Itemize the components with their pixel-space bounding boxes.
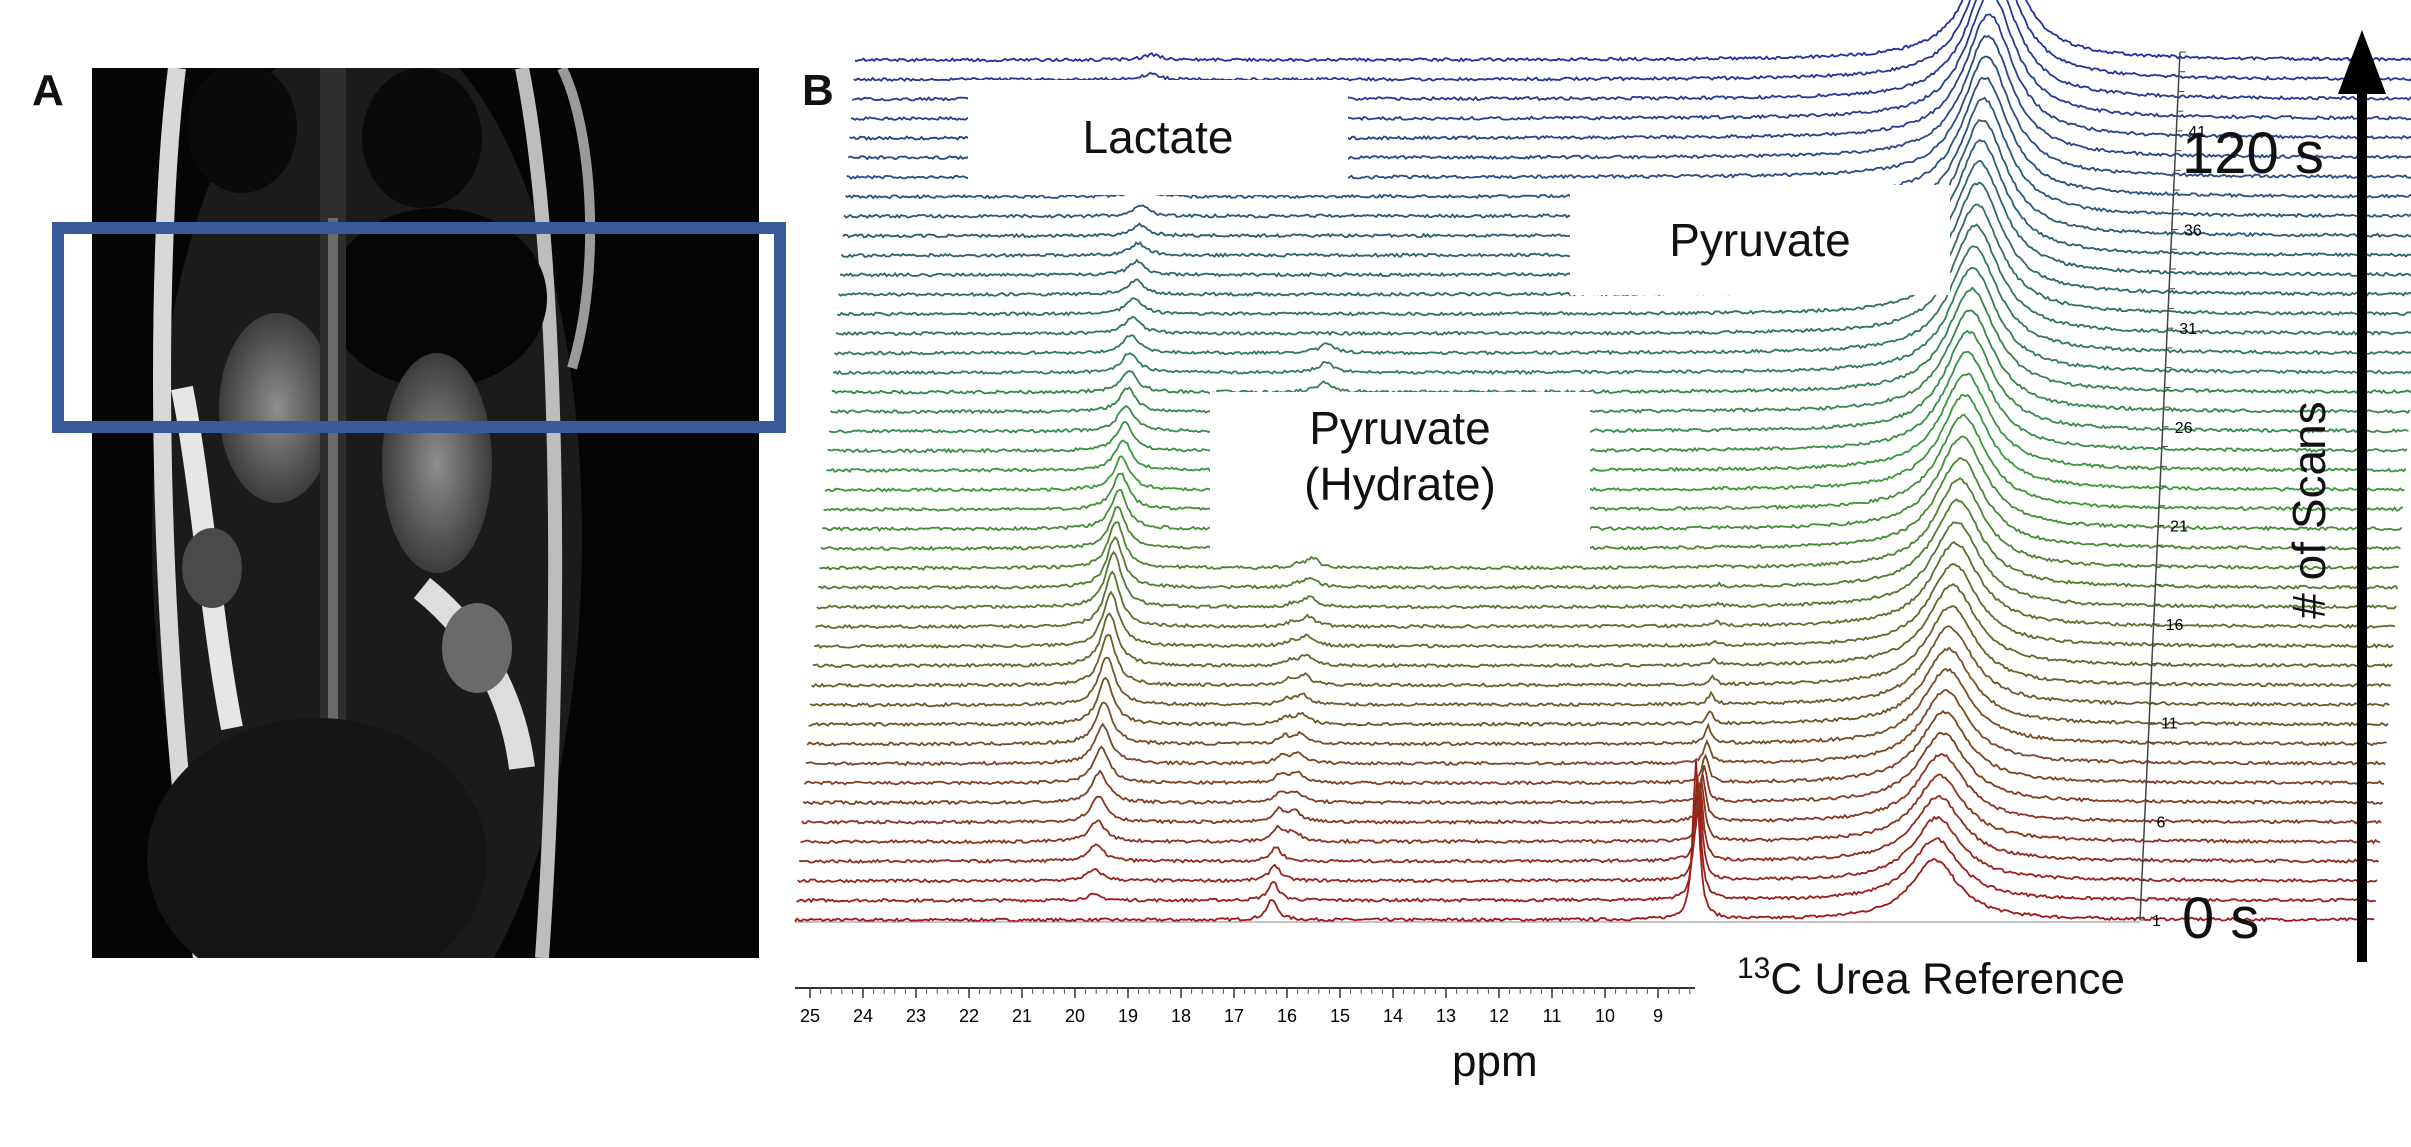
x-tick-label: 23 [906,1006,926,1026]
spectrum-trace [820,457,2401,552]
pyruvate-hydrate-line1: Pyruvate [1309,402,1491,454]
scan-tick-label: 11 [2161,716,2178,733]
x-tick-label: 24 [853,1006,873,1026]
spectrum-trace [794,760,2375,923]
scan-tick-label: 6 [2157,814,2166,831]
x-tick-label: 15 [1330,1006,1350,1026]
x-tick-label: 13 [1436,1006,1456,1026]
x-tick-label: 22 [959,1006,979,1026]
spectrum-trace [830,309,2411,415]
spectrum-trace [824,393,2405,493]
spectrum-trace [801,752,2382,826]
spectrum-trace [809,625,2390,708]
x-tick-label: 12 [1489,1006,1509,1026]
scan-tick-label: 21 [2170,518,2188,535]
panel-a-letter: A [32,66,64,115]
reference-label-text: C Urea Reference [1770,954,2125,1004]
x-tick-label: 16 [1277,1006,1297,1026]
lactate-label-text: Lactate [1082,111,1234,163]
pyruvate-hydrate-label: Pyruvate (Hydrate) [1210,392,1590,552]
spectrum-trace [835,223,2411,337]
spectrum-trace [827,350,2408,454]
spectrum-trace [812,582,2393,669]
spectrum-trace [822,435,2403,532]
time-arrow [2338,30,2386,962]
panel-b-letter: B [802,66,834,115]
pyruvate-label: Pyruvate [1570,185,1950,295]
spectrum-trace [818,498,2399,591]
spectrum-trace [805,688,2386,767]
spectrum-trace [816,521,2397,610]
x-tick-label: 17 [1224,1006,1244,1026]
x-tick-label: 19 [1118,1006,1138,1026]
spectra-axes: 25 24 23 22 21 20 19 18 17 16 15 14 13 12 11 10 91611162… [795,51,2206,1026]
spectrum-trace [819,477,2400,571]
spectrum-trace [803,709,2384,786]
x-tick-label: 10 [1595,1006,1615,1026]
x-tick-label: 25 [800,1006,820,1026]
x-tick-label: 14 [1383,1006,1403,1026]
spectrum-trace [853,0,2411,83]
scan-tick-label: 31 [2179,321,2197,338]
spectrum-trace [833,245,2411,356]
pyruvate-hydrate-line2: (Hydrate) [1304,458,1496,510]
spectrum-trace [811,605,2391,689]
spectrum-trace [797,782,2378,884]
spectrum-trace [796,775,2376,904]
scan-tick-label: 41 [2188,124,2206,141]
scan-tick-label: 36 [2184,223,2202,240]
x-tick-label: 11 [1543,1006,1562,1026]
x-tick-label: 20 [1065,1006,1085,1026]
spectrum-trace [826,372,2407,473]
lactate-label: Lactate [968,80,1348,195]
spectrum-trace [854,0,2411,63]
reference-label: 13C Urea Reference [1737,952,2125,1005]
time-bottom-label: 0 s [2182,886,2260,951]
spectrum-trace [802,731,2384,806]
time-top-label: 120 s [2182,121,2324,186]
spectrum-trace [813,563,2394,649]
spectrum-trace [836,203,2411,317]
region-of-interest-box [52,222,786,433]
spectrum-trace [808,646,2389,728]
scan-tick-label: 16 [2166,617,2184,634]
mri-coronal-image [92,68,759,958]
spectrum-trace [828,329,2409,434]
x-axis-title: ppm [1452,1037,1538,1086]
reference-label-superscript: 13 [1737,952,1771,985]
spectrum-trace [799,785,2379,864]
spectrum-trace [823,413,2403,512]
x-tick-label: 9 [1653,1006,1663,1026]
spectrum-trace [806,667,2387,747]
scan-tick-label: 1 [2152,913,2161,930]
x-tick-label: 18 [1171,1006,1191,1026]
spectrum-trace [831,286,2411,395]
spectrum-trace [815,540,2396,630]
spectrum-trace [832,266,2411,376]
scan-tick-label: 26 [2175,420,2193,437]
spectrum-trace [800,773,2381,845]
pyruvate-label-text: Pyruvate [1669,214,1851,266]
x-tick-label: 21 [1012,1006,1032,1026]
